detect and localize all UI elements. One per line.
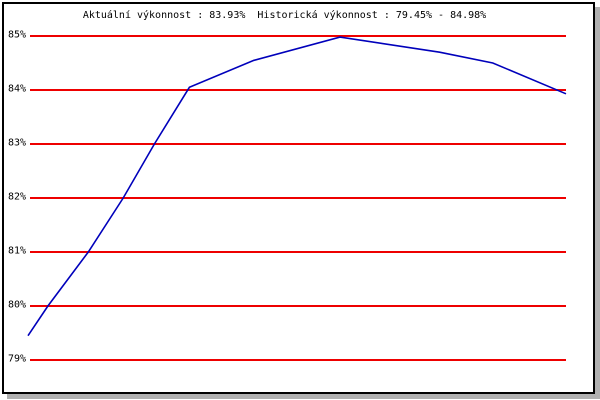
y-tick-label-81: 81% [8,246,26,257]
y-tick-label-83: 83% [8,138,26,149]
y-tick-label-79: 79% [8,354,26,365]
y-tick-label-85: 85% [8,30,26,41]
performance-line [27,36,567,337]
y-tick-label-80: 80% [8,300,26,311]
y-tick-label-84: 84% [8,84,26,95]
chart-title: Aktuální výkonnost : 83.93% Historická v… [82,10,487,21]
y-tick-label-82: 82% [8,192,26,203]
